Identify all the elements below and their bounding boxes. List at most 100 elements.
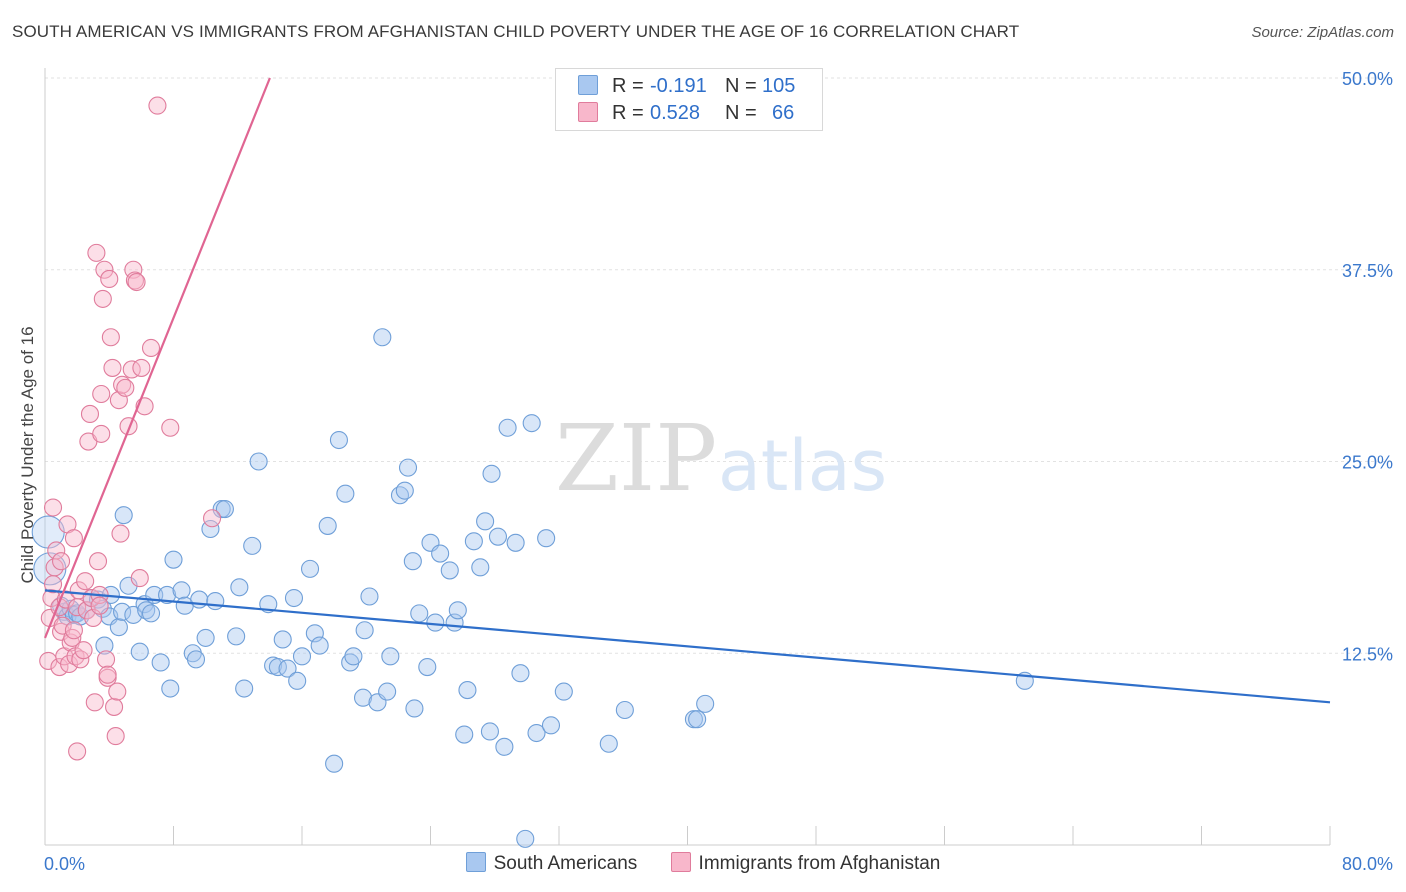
legend-item-afghanistan[interactable]: Immigrants from Afghanistan bbox=[670, 852, 941, 875]
r-label: R = bbox=[612, 75, 644, 97]
data-point bbox=[418, 658, 437, 677]
data-point bbox=[164, 550, 183, 569]
data-point bbox=[403, 552, 422, 571]
trend-line-afghanistan bbox=[43, 77, 271, 639]
data-point bbox=[85, 693, 104, 712]
data-point bbox=[105, 697, 124, 716]
data-point bbox=[137, 601, 156, 620]
data-point bbox=[273, 630, 292, 649]
data-point bbox=[215, 500, 234, 519]
data-point bbox=[161, 679, 180, 698]
data-point bbox=[196, 628, 215, 647]
chart-title: SOUTH AMERICAN VS IMMIGRANTS FROM AFGHAN… bbox=[12, 22, 1020, 41]
data-point bbox=[227, 627, 246, 646]
data-point bbox=[344, 647, 363, 666]
data-point bbox=[310, 636, 329, 655]
data-point bbox=[527, 723, 546, 743]
data-point bbox=[95, 260, 114, 279]
stats-legend: R = -0.191 N = 105 R = 0.528 N = 66 bbox=[555, 68, 823, 131]
data-point bbox=[537, 529, 556, 548]
data-point bbox=[98, 665, 117, 684]
x-tick-label-min: 0.0% bbox=[44, 854, 85, 874]
data-point bbox=[615, 700, 634, 720]
source-credit: Source: ZipAtlas.com bbox=[1251, 24, 1394, 41]
data-point bbox=[43, 498, 63, 517]
data-point bbox=[50, 658, 69, 677]
legend-label: South Americans bbox=[493, 853, 638, 874]
tick-labels: 12.5% 25.0% 37.5% 50.0% 0.0% 80.0% bbox=[44, 69, 1393, 874]
legend-label: Immigrants from Afghanistan bbox=[698, 853, 941, 874]
data-point bbox=[132, 358, 151, 377]
legend-item-south-americans[interactable]: South Americans bbox=[465, 852, 638, 875]
watermark-atlas: atlas bbox=[718, 425, 887, 507]
data-point bbox=[53, 616, 72, 635]
data-point bbox=[522, 414, 541, 433]
data-point bbox=[480, 722, 499, 741]
data-point bbox=[52, 552, 71, 571]
series-south-americans bbox=[31, 328, 1034, 848]
y-axis-label: Child Poverty Under the Age of 16 bbox=[18, 326, 37, 584]
data-point bbox=[203, 509, 222, 528]
data-point bbox=[353, 688, 373, 707]
data-point bbox=[87, 243, 106, 262]
data-point bbox=[498, 418, 517, 437]
south-americans-swatch bbox=[578, 75, 598, 95]
data-point bbox=[516, 829, 535, 848]
data-point bbox=[88, 552, 108, 571]
data-point bbox=[103, 358, 122, 377]
data-point bbox=[141, 604, 161, 623]
data-point bbox=[80, 404, 100, 423]
data-point bbox=[455, 725, 474, 744]
data-point bbox=[325, 754, 344, 773]
n-value: 105 bbox=[762, 75, 796, 97]
south-americans-swatch bbox=[465, 852, 486, 872]
r-label: R = bbox=[612, 102, 644, 124]
y-tick-label: 12.5% bbox=[1342, 644, 1393, 664]
data-point bbox=[96, 650, 116, 669]
y-tick-label: 37.5% bbox=[1342, 261, 1393, 281]
data-point bbox=[93, 289, 112, 308]
data-point bbox=[249, 452, 268, 471]
n-label: N = bbox=[725, 75, 757, 97]
data-point bbox=[172, 581, 191, 600]
n-label: N = bbox=[725, 102, 757, 124]
data-point bbox=[114, 506, 133, 525]
data-point bbox=[471, 558, 490, 577]
data-point bbox=[76, 572, 95, 591]
afghanistan-swatch bbox=[670, 852, 691, 872]
data-point bbox=[599, 734, 618, 753]
data-point bbox=[109, 618, 128, 637]
watermark: ZIP atlas bbox=[555, 405, 887, 512]
data-point bbox=[95, 636, 114, 655]
data-point bbox=[440, 561, 459, 580]
series-legend: South Americans Immigrants from Afghanis… bbox=[0, 852, 1406, 875]
data-point bbox=[206, 592, 225, 611]
data-point bbox=[186, 650, 206, 669]
data-point bbox=[235, 679, 254, 698]
data-point bbox=[378, 682, 397, 701]
r-value: -0.191 bbox=[650, 75, 707, 97]
data-point bbox=[116, 378, 135, 397]
trend-line-south-americans bbox=[44, 589, 1331, 704]
axes bbox=[44, 68, 1331, 846]
data-point bbox=[93, 599, 112, 618]
data-point bbox=[111, 524, 130, 543]
data-point bbox=[74, 641, 93, 660]
data-point bbox=[410, 604, 429, 623]
data-point bbox=[431, 544, 450, 563]
data-point bbox=[68, 742, 87, 761]
data-point bbox=[696, 694, 715, 713]
data-point bbox=[64, 529, 83, 548]
data-point bbox=[158, 585, 177, 605]
data-point bbox=[318, 516, 337, 535]
data-point bbox=[482, 464, 501, 483]
data-point bbox=[161, 418, 180, 437]
data-point bbox=[300, 559, 320, 578]
n-value: 66 bbox=[772, 102, 795, 124]
data-point bbox=[476, 512, 495, 531]
data-point bbox=[426, 613, 445, 632]
r-value: 0.528 bbox=[650, 102, 701, 124]
data-point bbox=[127, 272, 146, 292]
data-point bbox=[541, 716, 561, 735]
